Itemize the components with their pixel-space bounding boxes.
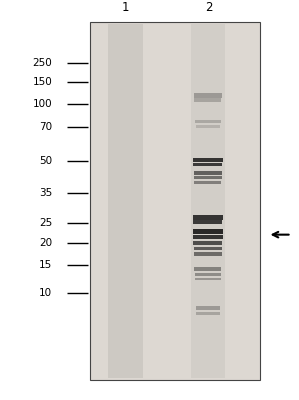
Bar	[195, 278, 220, 280]
Text: 70: 70	[39, 122, 52, 132]
Bar	[194, 93, 222, 98]
Text: 2: 2	[205, 1, 213, 14]
Bar	[194, 252, 222, 256]
Bar	[196, 312, 220, 315]
Text: 25: 25	[39, 218, 52, 228]
Bar	[193, 163, 222, 166]
Bar	[90, 22, 260, 380]
Text: 20: 20	[39, 238, 52, 248]
Bar	[193, 215, 223, 220]
Bar	[194, 247, 222, 250]
Bar	[193, 158, 223, 162]
Bar	[193, 242, 222, 245]
Bar	[194, 98, 221, 102]
Bar	[196, 306, 220, 310]
Bar	[193, 220, 222, 224]
Bar	[194, 171, 222, 175]
Text: 50: 50	[39, 156, 52, 166]
Text: 100: 100	[33, 99, 52, 109]
Bar	[195, 273, 221, 276]
Bar	[191, 24, 225, 378]
Text: 150: 150	[33, 77, 52, 87]
Text: 10: 10	[39, 288, 52, 298]
Text: 1: 1	[122, 1, 129, 14]
Bar	[195, 120, 220, 123]
Text: 250: 250	[33, 58, 52, 68]
Bar	[194, 181, 221, 184]
Bar	[194, 176, 222, 179]
Bar	[108, 24, 143, 378]
Text: 35: 35	[39, 188, 52, 198]
Bar	[193, 235, 223, 238]
Bar	[196, 125, 220, 128]
Bar	[194, 267, 221, 271]
Bar	[193, 229, 223, 234]
Text: 15: 15	[39, 260, 52, 270]
